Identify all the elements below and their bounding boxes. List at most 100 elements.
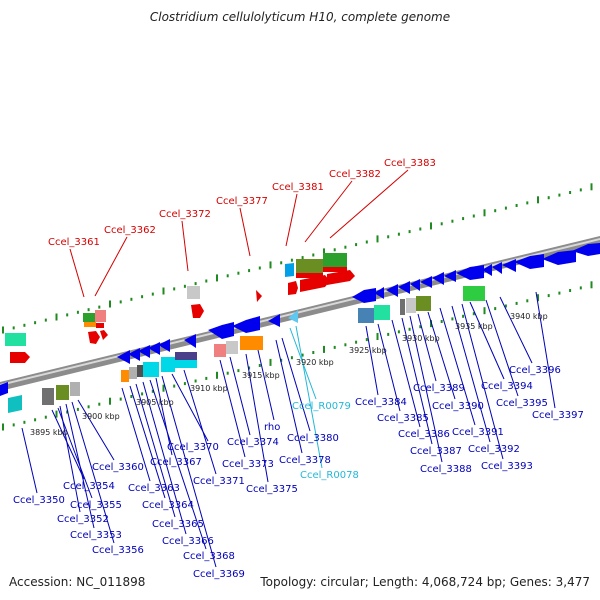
gene-label[interactable]: Ccel_3371 <box>193 476 245 487</box>
gene-feature[interactable] <box>100 330 108 340</box>
gene-feature[interactable] <box>56 385 69 400</box>
gene-label[interactable]: Ccel_3381 <box>272 182 324 193</box>
gene-feature[interactable] <box>296 273 323 278</box>
gene-label[interactable]: Ccel_3362 <box>104 225 156 236</box>
gene-feature[interactable] <box>323 253 347 267</box>
gene-feature[interactable] <box>296 259 323 273</box>
gene-label[interactable]: Ccel_3361 <box>48 237 100 248</box>
gene-feature[interactable] <box>175 360 197 368</box>
gene-feature[interactable] <box>398 281 410 294</box>
gene-feature[interactable] <box>300 275 330 292</box>
gene-label[interactable]: Ccel_3365 <box>152 519 204 530</box>
gene-feature[interactable] <box>88 331 100 344</box>
gene-feature[interactable] <box>285 263 294 277</box>
gene-feature[interactable] <box>542 250 576 265</box>
gene-label[interactable]: Ccel_3372 <box>159 209 211 220</box>
gene-feature[interactable] <box>148 342 160 355</box>
gene-feature[interactable] <box>410 279 420 291</box>
gene-feature[interactable] <box>572 243 600 256</box>
gene-label[interactable]: Ccel_3395 <box>496 398 548 409</box>
gene-feature[interactable] <box>374 305 390 320</box>
gene-feature[interactable] <box>240 336 263 350</box>
gene-label[interactable]: rho <box>264 422 280 433</box>
gene-feature[interactable] <box>502 259 516 272</box>
gene-label[interactable]: Ccel_3397 <box>532 410 584 421</box>
gene-label[interactable]: Ccel_3393 <box>481 461 533 472</box>
gene-feature[interactable] <box>70 382 80 396</box>
gene-label[interactable]: Ccel_3354 <box>63 481 115 492</box>
gene-feature[interactable] <box>352 288 376 303</box>
gene-feature[interactable] <box>8 395 22 413</box>
gene-feature[interactable] <box>420 276 432 288</box>
gene-label[interactable]: Ccel_3360 <box>92 462 144 473</box>
gene-label[interactable]: Ccel_3396 <box>509 365 561 376</box>
gene-feature[interactable] <box>0 382 8 396</box>
gene-feature[interactable] <box>492 262 502 274</box>
gene-label[interactable]: Ccel_3386 <box>398 429 450 440</box>
gene-label[interactable]: Ccel_3366 <box>162 536 214 547</box>
gene-feature[interactable] <box>184 334 196 348</box>
gene-feature[interactable] <box>138 345 150 358</box>
gene-feature[interactable] <box>406 298 416 313</box>
gene-label[interactable]: Ccel_3352 <box>57 514 109 525</box>
gene-feature[interactable] <box>400 299 405 315</box>
gene-label[interactable]: Ccel_3382 <box>329 169 381 180</box>
gene-feature[interactable] <box>256 290 262 302</box>
gene-feature[interactable] <box>84 322 96 327</box>
gene-feature[interactable] <box>226 341 238 354</box>
gene-label[interactable]: Ccel_3380 <box>287 433 339 444</box>
gene-feature[interactable] <box>232 316 260 333</box>
gene-label[interactable]: Ccel_3350 <box>13 495 65 506</box>
gene-label[interactable]: Ccel_3374 <box>227 437 279 448</box>
gene-label[interactable]: Ccel_3363 <box>128 483 180 494</box>
gene-label[interactable]: Ccel_3378 <box>279 455 331 466</box>
gene-feature[interactable] <box>158 339 170 352</box>
gene-label[interactable]: Ccel_3375 <box>246 484 298 495</box>
gene-feature[interactable] <box>95 310 106 322</box>
gene-label[interactable]: Ccel_3356 <box>92 545 144 556</box>
gene-feature[interactable] <box>463 286 485 301</box>
gene-label[interactable]: Ccel_3353 <box>70 530 122 541</box>
gene-feature[interactable] <box>432 272 444 285</box>
gene-label[interactable]: Ccel_3387 <box>410 446 462 457</box>
gene-feature[interactable] <box>268 314 280 327</box>
gene-feature[interactable] <box>191 304 204 318</box>
gene-label[interactable]: Ccel_3367 <box>150 457 202 468</box>
gene-feature[interactable] <box>175 352 197 360</box>
gene-feature[interactable] <box>386 284 398 297</box>
gene-feature[interactable] <box>482 264 492 276</box>
gene-label[interactable]: Ccel_3377 <box>216 196 268 207</box>
gene-feature[interactable] <box>327 270 355 285</box>
gene-label[interactable]: Ccel_3355 <box>70 500 122 511</box>
gene-feature[interactable] <box>208 322 234 339</box>
gene-feature[interactable] <box>187 286 200 299</box>
gene-label[interactable]: Ccel_3384 <box>355 397 407 408</box>
gene-label[interactable]: Ccel_3392 <box>468 444 520 455</box>
gene-label[interactable]: Ccel_3383 <box>384 158 436 169</box>
gene-feature[interactable] <box>137 365 143 377</box>
gene-label[interactable]: Ccel_3368 <box>183 551 235 562</box>
gene-feature[interactable] <box>10 352 30 363</box>
gene-feature[interactable] <box>128 348 140 361</box>
gene-feature[interactable] <box>42 388 54 405</box>
gene-feature[interactable] <box>129 367 137 379</box>
gene-label[interactable]: Ccel_3370 <box>167 442 219 453</box>
gene-label[interactable]: Ccel_3389 <box>413 383 465 394</box>
gene-feature[interactable] <box>416 296 431 311</box>
gene-feature[interactable] <box>288 310 298 323</box>
gene-feature[interactable] <box>323 267 347 272</box>
gene-label[interactable]: Ccel_3390 <box>432 401 484 412</box>
gene-label[interactable]: Ccel_3385 <box>377 413 429 424</box>
gene-feature[interactable] <box>117 350 130 364</box>
gene-feature[interactable] <box>83 313 95 322</box>
gene-label[interactable]: Ccel_3364 <box>142 500 194 511</box>
gene-label[interactable]: Ccel_3388 <box>420 464 472 475</box>
gene-feature[interactable] <box>161 357 175 372</box>
gene-label[interactable]: Ccel_3391 <box>452 427 504 438</box>
gene-label[interactable]: Ccel_3394 <box>481 381 533 392</box>
gene-feature[interactable] <box>374 287 384 299</box>
gene-feature[interactable] <box>5 333 26 346</box>
gene-feature[interactable] <box>96 323 104 328</box>
gene-label[interactable]: Ccel_R0078 <box>300 470 359 481</box>
gene-label[interactable]: Ccel_R0079 <box>292 401 351 412</box>
